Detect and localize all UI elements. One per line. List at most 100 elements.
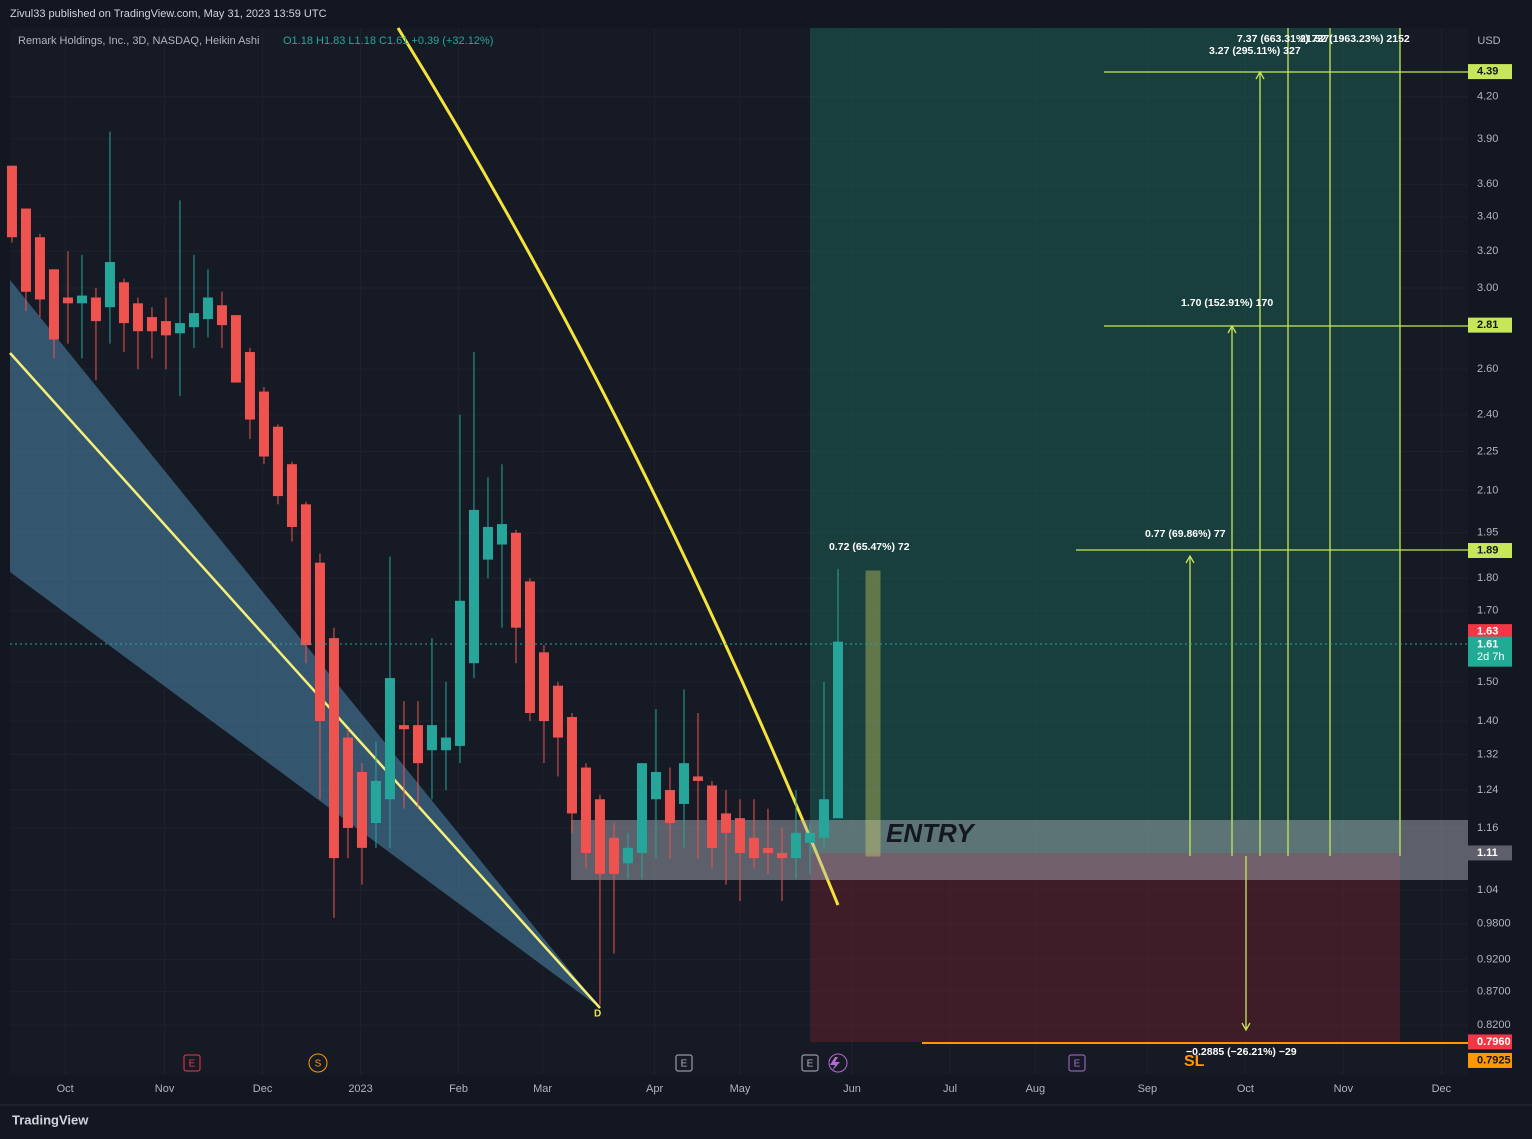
annotation: ENTRY (886, 818, 976, 848)
x-tick-label: 2023 (348, 1083, 372, 1095)
candle-body (118, 282, 129, 324)
annotation: 0.72 (65.47%) 72 (829, 541, 910, 553)
x-tick-label: Oct (1237, 1083, 1254, 1095)
candle-body (272, 426, 283, 497)
candle-body (90, 297, 101, 322)
event-label: S (315, 1059, 322, 1070)
x-tick-label: Jul (943, 1083, 957, 1095)
logo: TradingView (12, 1112, 89, 1127)
price-label: 2.81 (1477, 319, 1498, 331)
lightning-circle (828, 1053, 848, 1073)
candle-body (76, 295, 87, 304)
y-tick-label: 0.9200 (1477, 954, 1511, 966)
candle-body (356, 771, 367, 848)
candle-body (468, 509, 479, 664)
candle-body (370, 780, 381, 824)
candle-body (496, 524, 507, 545)
price-label-bg (1468, 845, 1512, 861)
candle-body (692, 776, 703, 781)
candle-body (62, 297, 73, 304)
candle-body (188, 313, 199, 328)
event-label: E (807, 1059, 814, 1070)
x-tick-label: Sep (1138, 1083, 1158, 1095)
candle-body (454, 600, 465, 746)
candle-body (762, 847, 773, 853)
footer (0, 1105, 1532, 1139)
x-tick-label: Feb (449, 1083, 468, 1095)
profit-zone (810, 28, 1400, 853)
annotation: −0.2885 (−26.21%) −29 (1186, 1046, 1297, 1058)
price-label: 0.7925 (1477, 1054, 1511, 1066)
y-tick-label: 3.90 (1477, 133, 1498, 145)
candle-body (510, 532, 521, 628)
annotation: 3.27 (295.11%) 327 (1209, 45, 1301, 57)
candle-body (244, 352, 255, 420)
candle-body (258, 391, 269, 457)
candle-body (678, 763, 689, 804)
candle-body (636, 763, 647, 853)
y-tick-label: 2.60 (1477, 363, 1498, 375)
candle-body (230, 315, 241, 383)
candle-body (174, 323, 185, 334)
price-label-bg (1468, 624, 1512, 640)
candle-body (384, 678, 395, 800)
event-label: E (1074, 1059, 1081, 1070)
price-label-bg (1468, 543, 1512, 559)
price-label: 0.7960 (1477, 1036, 1511, 1048)
y-tick-label: 1.50 (1477, 676, 1498, 688)
event-label: E (189, 1059, 196, 1070)
x-tick-label: May (730, 1083, 751, 1095)
x-tick-label: Oct (57, 1083, 74, 1095)
annotation: 0.77 (69.86%) 77 (1145, 528, 1226, 540)
candle-body (342, 737, 353, 828)
y-tick-label: 3.00 (1477, 282, 1498, 294)
candle-body (664, 790, 675, 824)
candle-body (776, 852, 787, 859)
event-icon (801, 1054, 819, 1072)
y-tick-label: 1.80 (1477, 572, 1498, 584)
candle-body (832, 641, 843, 819)
y-tick-label: 1.24 (1477, 784, 1498, 796)
price-label-bg (1468, 317, 1512, 333)
y-tick-label: 0.8200 (1477, 1019, 1511, 1031)
price-label-bg (1468, 64, 1512, 80)
trend-line (9, 352, 601, 1009)
price-label: 1.11 (1477, 847, 1498, 859)
price-label: 4.39 (1477, 65, 1498, 77)
ohlc-legend: O1.18 H1.83 L1.18 C1.61 +0.39 (+32.12%) (283, 35, 493, 47)
y-tick-label: 2.10 (1477, 485, 1498, 497)
candle-body (552, 685, 563, 738)
candle-body (426, 725, 437, 751)
y-tick-label: 3.40 (1477, 211, 1498, 223)
candle-body (314, 562, 325, 722)
y-tick-label: 1.95 (1477, 527, 1498, 539)
y-tick-label: 2.40 (1477, 409, 1498, 421)
currency: USD (1477, 35, 1500, 47)
targets (1076, 28, 1468, 1032)
countdown: 2d 7h (1477, 651, 1505, 663)
candle-body (398, 725, 409, 730)
y-tick-label: 0.9800 (1477, 918, 1511, 930)
candle-body (650, 771, 661, 800)
candle-body (790, 832, 801, 859)
price-label: 1.89 (1477, 544, 1498, 556)
y-tick-label: 0.8700 (1477, 985, 1511, 997)
annotation: 7.37 (663.31%) 737 (1237, 33, 1329, 45)
candle-body (538, 652, 549, 722)
price-label-bg (1468, 636, 1512, 667)
candle-body (818, 799, 829, 838)
entry-zone (571, 820, 1468, 880)
candle-body (622, 847, 633, 864)
y-tick-label: 1.70 (1477, 605, 1498, 617)
candle-body (440, 737, 451, 751)
candle-body (34, 237, 45, 300)
y-tick-label: 2.25 (1477, 445, 1498, 457)
candle-body (608, 837, 619, 874)
x-tick-label: Nov (155, 1083, 175, 1095)
candle-body (300, 504, 311, 646)
candle-body (6, 165, 17, 238)
candle-body (328, 638, 339, 859)
candle-body (482, 526, 493, 560)
x-tick-label: Mar (533, 1083, 552, 1095)
event-icon (183, 1054, 201, 1072)
